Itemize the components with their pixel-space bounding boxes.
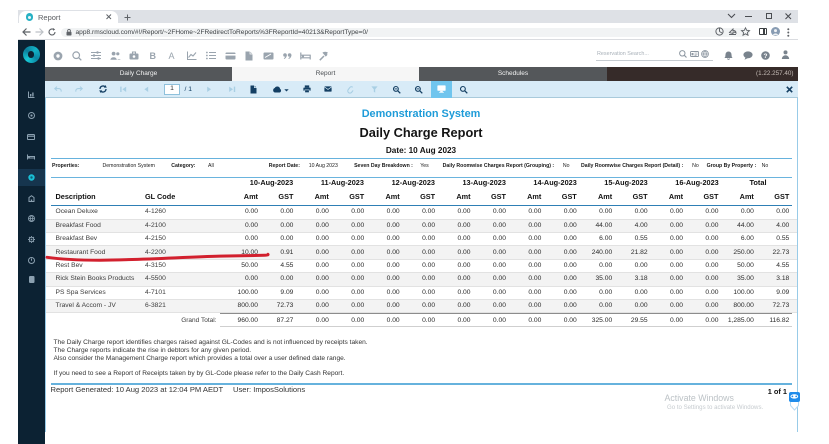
svg-text:?: ? <box>764 52 768 59</box>
